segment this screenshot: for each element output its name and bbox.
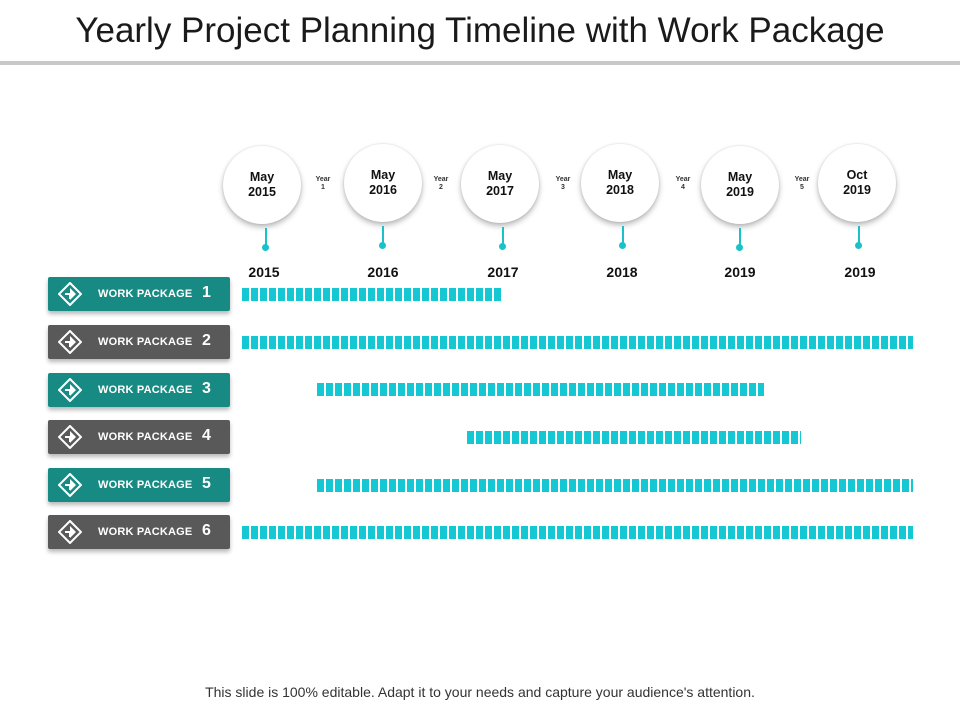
year-tag-number: 1	[321, 184, 325, 191]
work-package-number: 2	[202, 332, 211, 349]
diamond-arrow-icon	[58, 425, 82, 449]
year-tag-word: Year	[433, 176, 449, 183]
milestone-connector	[739, 228, 741, 246]
diamond-arrow-icon	[58, 378, 82, 402]
milestone-1: May 2015	[223, 146, 301, 224]
work-package-number: 6	[202, 522, 211, 539]
title-divider	[0, 61, 960, 65]
milestone-dot	[379, 242, 386, 249]
year-tag-word: Year	[315, 176, 331, 183]
diamond-arrow-icon	[58, 282, 82, 306]
work-package-2-bar	[242, 336, 913, 349]
year-tag-number: 3	[561, 184, 565, 191]
slide-title: Yearly Project Planning Timeline with Wo…	[75, 11, 885, 50]
milestone-3: May 2017	[461, 145, 539, 223]
footer-note: This slide is 100% editable. Adapt it to…	[205, 684, 755, 700]
milestone-connector	[382, 226, 384, 244]
milestone-year: 2019	[726, 185, 754, 199]
milestone-year: 2015	[248, 185, 276, 199]
work-package-1-bar	[242, 288, 501, 301]
work-package-3-badge: WORK PACKAGE 3	[48, 373, 230, 407]
work-package-label: WORK PACKAGE	[98, 431, 193, 443]
year-label-2: 2016	[367, 264, 399, 280]
work-package-number: 5	[202, 475, 211, 492]
work-package-label: WORK PACKAGE	[98, 479, 193, 491]
milestone-year: 2017	[486, 184, 514, 198]
milestone-year: 2018	[606, 183, 634, 197]
work-package-5-bar	[317, 479, 913, 492]
milestone-year: 2019	[843, 183, 871, 197]
work-package-5-badge: WORK PACKAGE 5	[48, 468, 230, 502]
milestone-month: May	[249, 170, 275, 184]
work-package-4-badge: WORK PACKAGE 4	[48, 420, 230, 454]
milestone-dot	[855, 242, 862, 249]
work-package-number: 4	[202, 427, 211, 444]
milestone-connector	[622, 226, 624, 244]
milestone-month: May	[370, 168, 396, 182]
milestone-month: May	[487, 169, 513, 183]
year-tag-2: Year 2	[426, 176, 456, 192]
work-package-1-badge: WORK PACKAGE 1	[48, 277, 230, 311]
milestone-dot	[619, 242, 626, 249]
year-tag-number: 2	[439, 184, 443, 191]
work-package-number: 3	[202, 380, 211, 397]
year-tag-5: Year 5	[787, 176, 817, 192]
year-tag-number: 4	[681, 184, 685, 191]
year-tag-1: Year 1	[308, 176, 338, 192]
year-tag-word: Year	[794, 176, 810, 183]
milestone-connector	[502, 227, 504, 245]
year-tag-number: 5	[800, 184, 804, 191]
milestone-month: May	[727, 170, 753, 184]
milestone-dot	[499, 243, 506, 250]
milestone-month: Oct	[846, 168, 868, 182]
work-package-label: WORK PACKAGE	[98, 384, 193, 396]
work-package-6-bar	[242, 526, 913, 539]
year-tag-4: Year 4	[668, 176, 698, 192]
year-tag-word: Year	[675, 176, 691, 183]
milestone-connector	[858, 226, 860, 244]
milestone-6: Oct 2019	[818, 144, 896, 222]
milestone-2: May 2016	[344, 144, 422, 222]
work-package-label: WORK PACKAGE	[98, 336, 193, 348]
milestone-4: May 2018	[581, 144, 659, 222]
milestone-5: May 2019	[701, 146, 779, 224]
milestone-connector	[265, 228, 267, 246]
work-package-number: 1	[202, 284, 211, 301]
work-package-4-bar	[467, 431, 801, 444]
work-package-label: WORK PACKAGE	[98, 288, 193, 300]
year-label-1: 2015	[248, 264, 280, 280]
diamond-arrow-icon	[58, 473, 82, 497]
work-package-2-badge: WORK PACKAGE 2	[48, 325, 230, 359]
year-tag-3: Year 3	[548, 176, 578, 192]
milestone-year: 2016	[369, 183, 397, 197]
year-label-4: 2018	[606, 264, 638, 280]
year-label-3: 2017	[487, 264, 519, 280]
diamond-arrow-icon	[58, 520, 82, 544]
year-label-5: 2019	[724, 264, 756, 280]
year-tag-word: Year	[555, 176, 571, 183]
milestone-month: May	[607, 168, 633, 182]
milestone-dot	[262, 244, 269, 251]
diamond-arrow-icon	[58, 330, 82, 354]
milestone-dot	[736, 244, 743, 251]
work-package-6-badge: WORK PACKAGE 6	[48, 515, 230, 549]
year-label-6: 2019	[844, 264, 876, 280]
work-package-label: WORK PACKAGE	[98, 526, 193, 538]
work-package-3-bar	[317, 383, 764, 396]
